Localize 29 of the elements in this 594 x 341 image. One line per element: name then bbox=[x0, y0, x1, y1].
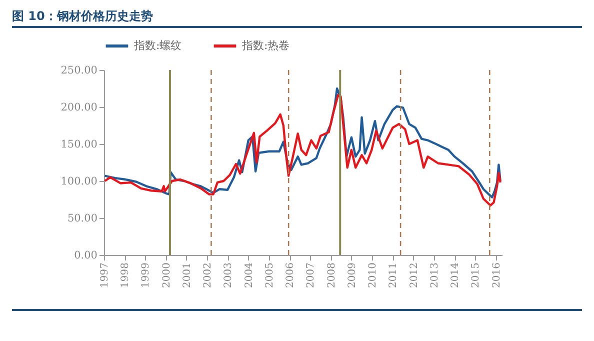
y-tick-label: 100.00 bbox=[60, 176, 98, 188]
x-tick-label: 2008 bbox=[326, 262, 338, 288]
x-tick-label: 2000 bbox=[161, 262, 172, 288]
chart-title: 图 10：钢材价格历史走势 bbox=[12, 8, 582, 28]
y-tick-label: 200.00 bbox=[60, 102, 98, 114]
x-tick-label: 1998 bbox=[120, 262, 132, 288]
x-tick-label: 2011 bbox=[388, 262, 400, 288]
x-tick-label: 2016 bbox=[491, 262, 502, 288]
y-tick-label: 250.00 bbox=[60, 64, 98, 76]
legend-label: 指数:螺纹 bbox=[133, 39, 182, 52]
x-tick-label: 2010 bbox=[368, 262, 379, 288]
legend-label: 指数:热卷 bbox=[241, 39, 290, 52]
y-tick-label: 50.00 bbox=[67, 212, 98, 224]
x-tick-label: 2012 bbox=[408, 262, 420, 288]
x-tick-label: 2004 bbox=[244, 262, 255, 288]
x-tick-label: 2007 bbox=[306, 262, 317, 288]
x-tick-label: 2009 bbox=[346, 262, 358, 288]
x-tick-label: 2002 bbox=[202, 262, 214, 288]
x-tick-label: 2015 bbox=[470, 262, 482, 288]
x-tick-label: 2003 bbox=[223, 262, 234, 288]
x-tick-label: 1999 bbox=[140, 262, 152, 288]
x-tick-label: 2001 bbox=[182, 262, 193, 288]
x-tick-label: 2005 bbox=[264, 262, 276, 288]
x-tick-label: 2006 bbox=[285, 262, 296, 288]
x-tick-label: 2014 bbox=[450, 262, 462, 288]
x-tick-label: 1997 bbox=[100, 262, 110, 288]
y-tick-label: 150.00 bbox=[60, 138, 98, 150]
y-tick-label: 0.00 bbox=[74, 250, 98, 262]
x-tick-label: 2013 bbox=[429, 262, 440, 288]
